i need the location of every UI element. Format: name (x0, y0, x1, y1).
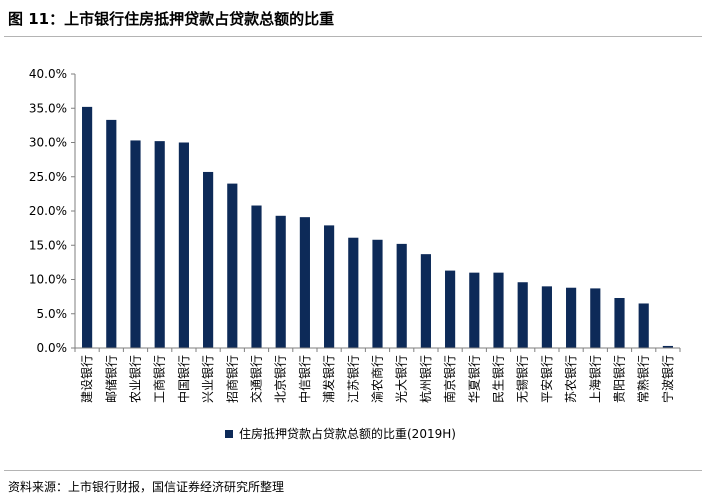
bar (299, 217, 310, 348)
x-tick-label: 光大银行 (395, 355, 409, 403)
bar (517, 282, 528, 348)
legend: 住房抵押贷款占贷款总额的比重(2019H) (225, 426, 456, 441)
x-tick-label: 农业银行 (129, 355, 143, 403)
y-tick-label: 30.0% (29, 136, 67, 150)
bar (445, 270, 456, 348)
y-tick-label: 35.0% (29, 101, 67, 115)
y-tick-label: 15.0% (29, 238, 67, 252)
y-axis: 0.0% 5.0% 10.0% 15.0% 20.0% 25.0% 30.0% 35.0% 40… (29, 67, 76, 355)
bar (469, 272, 480, 348)
x-tick-label: 上海银行 (587, 355, 602, 403)
bar (324, 225, 335, 348)
bar (420, 254, 431, 348)
bar (372, 239, 383, 348)
bar (541, 286, 552, 348)
bar (614, 297, 625, 348)
x-tick-label: 招商银行 (224, 355, 239, 403)
bar (396, 243, 407, 348)
x-tick-label: 民生银行 (492, 355, 506, 403)
footer-divider (4, 470, 702, 471)
bar (638, 303, 649, 348)
x-tick-label: 江苏银行 (346, 355, 360, 403)
bar (130, 140, 141, 348)
bar (275, 215, 286, 348)
x-axis: 建设银行 邮储银行 农业银行 工商银行 中国银行 兴业银行 招商银行 交通银行 北京银行 中信银行… (74, 347, 681, 403)
x-tick-label: 无锡银行 (515, 355, 530, 403)
x-tick-label: 渝农商行 (370, 355, 385, 403)
y-tick-label: 20.0% (29, 204, 67, 218)
bar (82, 106, 93, 348)
x-tick-label: 中信银行 (297, 355, 312, 403)
bar (566, 287, 577, 348)
x-tick-label: 常熟银行 (636, 355, 651, 403)
title-divider (4, 36, 702, 37)
x-tick-label: 南京银行 (442, 355, 457, 403)
figure-title: 图 11：上市银行住房抵押贷款占贷款总额的比重 (8, 10, 335, 28)
bar (178, 142, 189, 348)
bar (348, 237, 359, 348)
x-tick-label: 贵阳银行 (613, 355, 627, 403)
y-tick-label: 25.0% (29, 170, 67, 184)
bar (203, 171, 214, 348)
x-tick-label: 北京银行 (274, 355, 288, 403)
y-tick-label: 0.0% (37, 341, 68, 355)
x-tick-label: 建设银行 (80, 355, 94, 403)
legend-swatch (225, 430, 233, 438)
x-tick-label: 宁波银行 (660, 355, 675, 403)
y-tick-label: 10.0% (29, 273, 67, 287)
bar (493, 272, 504, 348)
x-tick-label: 邮储银行 (103, 355, 118, 403)
bar (154, 141, 165, 348)
x-tick-label: 浦发银行 (321, 355, 336, 403)
x-tick-label: 中国银行 (176, 355, 191, 403)
x-tick-label: 平安银行 (539, 355, 554, 403)
bar (590, 288, 601, 348)
legend-label: 住房抵押贷款占贷款总额的比重(2019H) (239, 426, 456, 441)
bar (106, 119, 117, 349)
bar (227, 183, 238, 348)
x-tick-label: 兴业银行 (201, 355, 215, 403)
y-tick-label: 5.0% (37, 307, 68, 321)
bar-series (82, 106, 673, 349)
bar (662, 345, 673, 348)
x-tick-label: 杭州银行 (418, 355, 433, 403)
y-tick-label: 40.0% (29, 67, 67, 81)
x-tick-label: 华夏银行 (467, 355, 481, 403)
bar (251, 205, 262, 348)
x-tick-label: 工商银行 (152, 355, 167, 403)
x-tick-label: 交通银行 (249, 355, 264, 403)
x-tick-label: 苏农银行 (564, 355, 578, 403)
source-note: 资料来源：上市银行财报，国信证券经济研究所整理 (8, 480, 285, 494)
bar-chart: 0.0% 5.0% 10.0% 15.0% 20.0% 25.0% 30.0% 35.0% 40… (29, 67, 681, 441)
